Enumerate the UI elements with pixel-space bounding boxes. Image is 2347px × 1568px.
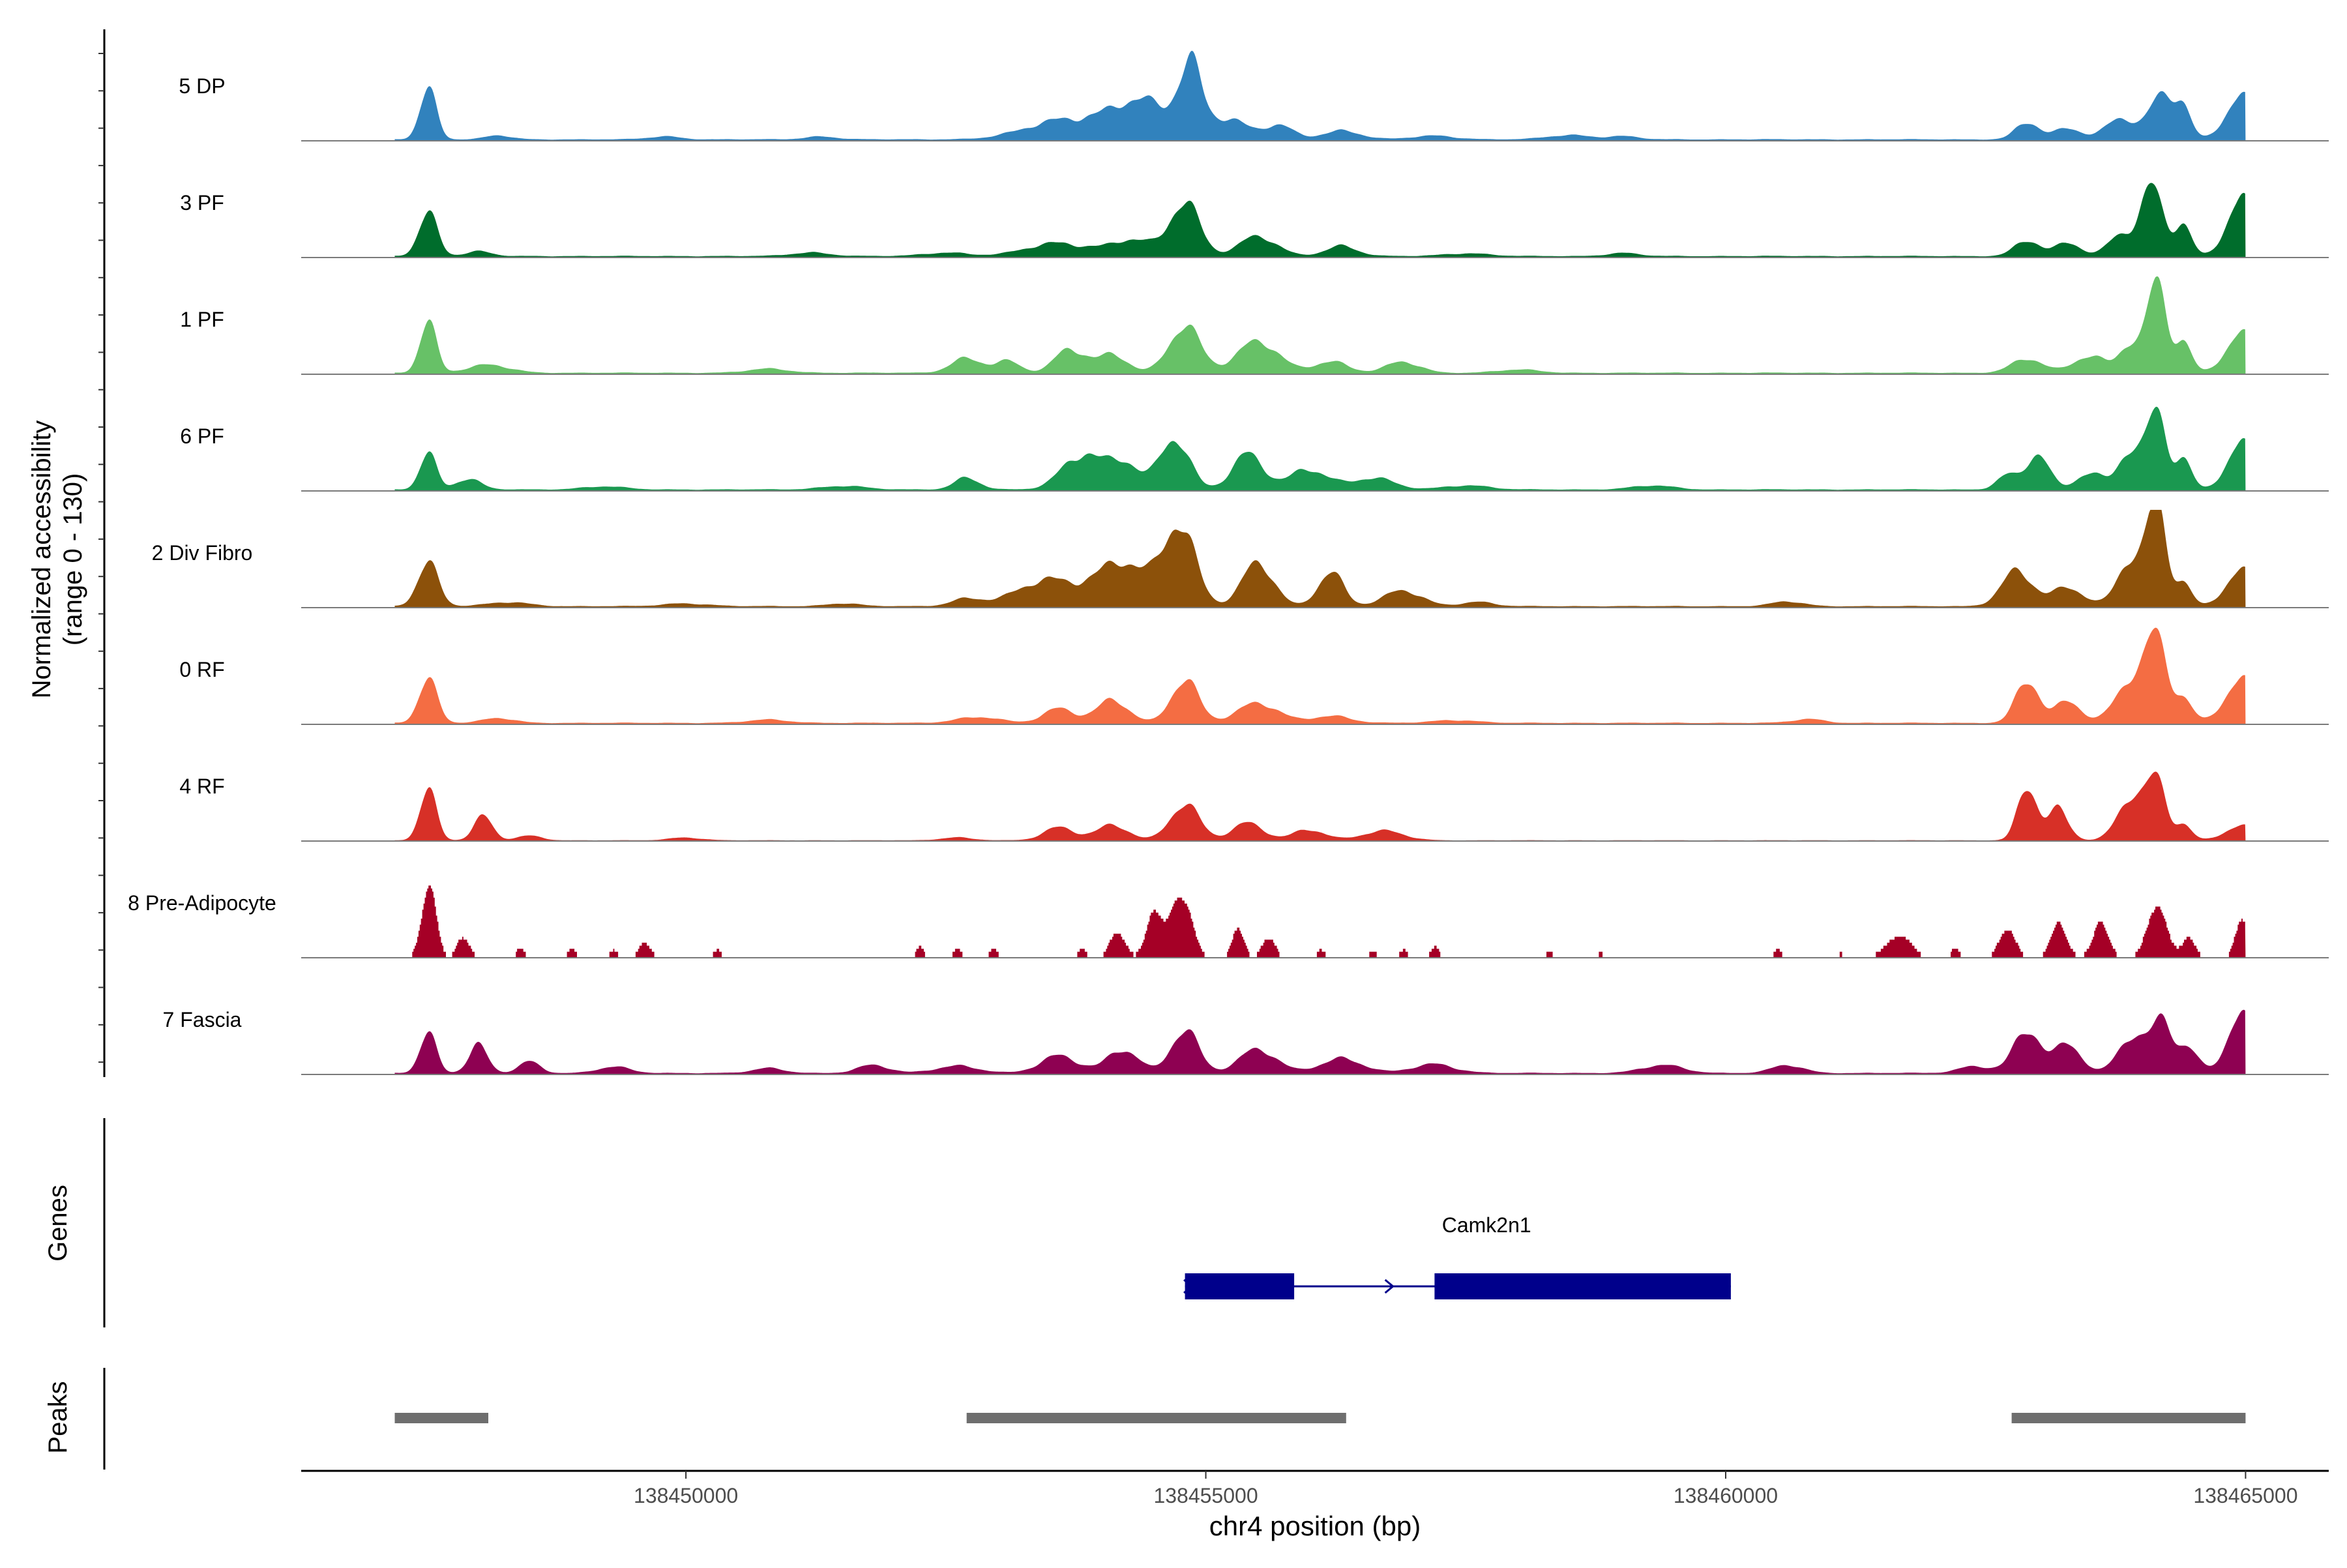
track-label: 6 PF [180, 424, 224, 448]
gene-exon [1434, 1273, 1731, 1299]
peaks-label: Peaks [44, 1381, 72, 1453]
coverage-area [394, 510, 2246, 608]
coverage-area [394, 276, 2246, 374]
track-label: 8 Pre-Adipocyte [128, 891, 276, 915]
coverage-area [394, 50, 2246, 141]
strand-arrow [1384, 1279, 1395, 1294]
track-label: 2 Div Fibro [152, 541, 253, 565]
track-7-fascia: 7 Fascia [163, 1008, 2329, 1075]
peak-region-track [394, 1413, 2246, 1423]
x-tick-label: 138460000 [1674, 1484, 1778, 1507]
x-tick-label: 138450000 [634, 1484, 738, 1507]
track-label: 7 Fascia [163, 1008, 242, 1031]
track-label: 3 PF [180, 191, 224, 214]
x-axis-title: chr4 position (bp) [1209, 1511, 1421, 1541]
track-6-pf: 6 PF [180, 406, 2329, 492]
track-label: 4 RF [179, 775, 224, 798]
tracks-area: 5 DP 3 PF 1 PF 6 PF 2 Div Fibro 0 RF 4 RF 8 Pre… [128, 50, 2329, 1075]
track-0-rf: 0 RF [179, 627, 2329, 725]
x-tick-label: 138465000 [2193, 1484, 2297, 1507]
track-label: 5 DP [179, 74, 225, 98]
track-4-rf: 4 RF [179, 771, 2329, 842]
track-8-pre-adipocyte: 8 Pre-Adipocyte [128, 885, 2329, 958]
track-label: 1 PF [180, 308, 224, 331]
peak-region [2011, 1413, 2246, 1423]
tracks-y-ticks [98, 53, 104, 1063]
track-label: 0 RF [179, 658, 224, 681]
x-axis-ticks: 138450000 138455000 138460000 138465000 [634, 1471, 2297, 1507]
peak-region [394, 1413, 488, 1423]
genes-label: Genes [44, 1185, 72, 1262]
gene-track: Camk2n1 [1183, 1213, 1731, 1299]
peak-region [966, 1413, 1346, 1423]
coverage-area [394, 1009, 2246, 1074]
gene-exon [1185, 1273, 1295, 1299]
coverage-area [394, 771, 2246, 841]
coverage-area [394, 885, 2246, 958]
coverage-area [394, 183, 2246, 258]
y-axis-label-line1: Normalized accessibility [27, 421, 56, 699]
gene-name-label: Camk2n1 [1442, 1213, 1531, 1237]
coverage-area [394, 406, 2246, 491]
x-tick-label: 138455000 [1153, 1484, 1258, 1507]
track-2-div-fibro: 2 Div Fibro [152, 510, 2329, 608]
track-5-dp: 5 DP [179, 50, 2329, 141]
y-axis-label-line2: (range 0 - 130) [59, 473, 87, 646]
track-3-pf: 3 PF [180, 183, 2329, 258]
track-1-pf: 1 PF [180, 276, 2329, 375]
strand-arrow [1183, 1279, 1194, 1294]
coverage-area [394, 627, 2246, 724]
